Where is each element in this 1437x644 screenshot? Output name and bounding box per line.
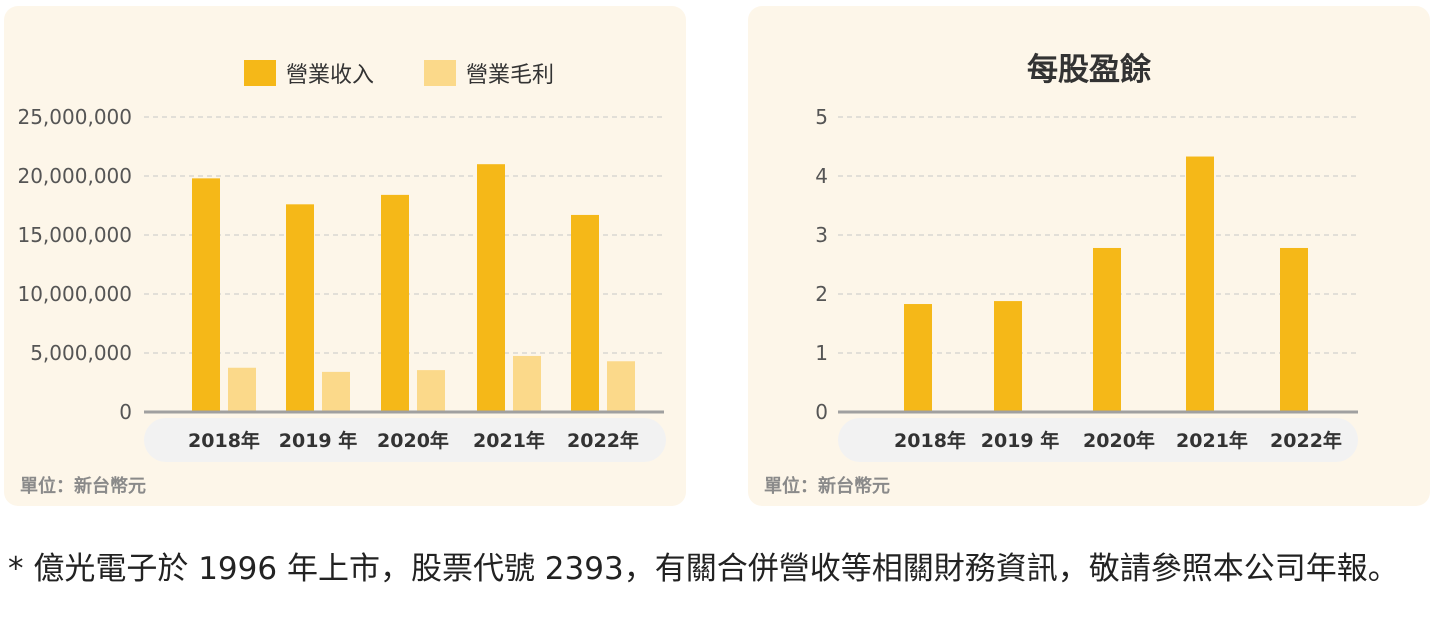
y-tick-label: 1 bbox=[815, 341, 828, 365]
bar bbox=[1093, 247, 1121, 412]
category-strip bbox=[838, 418, 1358, 462]
bar bbox=[322, 371, 350, 412]
legend-label: 營業毛利 bbox=[466, 63, 554, 88]
x-tick-label: 2020年 bbox=[377, 429, 449, 452]
bar bbox=[571, 214, 599, 412]
eps-chart: 0 1 2 3 4 5 2018年 2019 年 2020年 2021年 2022年 每股盈餘 bbox=[815, 52, 1358, 462]
bar bbox=[904, 304, 932, 412]
bar bbox=[513, 355, 541, 412]
x-tick-label: 2020年 bbox=[1083, 429, 1155, 452]
y-tick-label: 0 bbox=[119, 400, 132, 424]
bar bbox=[1186, 156, 1214, 412]
bar bbox=[381, 194, 409, 412]
unit-note: 單位：新台幣元 bbox=[20, 476, 146, 497]
y-tick-label: 10,000,000 bbox=[17, 282, 132, 306]
revenue-chart: 0 5,000,000 10,000,000 15,000,000 20,000,000… bbox=[17, 60, 666, 462]
bar bbox=[286, 204, 314, 412]
revenue-chart-panel: 0 5,000,000 10,000,000 15,000,000 20,000,000… bbox=[4, 6, 686, 506]
category-strip bbox=[144, 418, 666, 462]
y-tick-label: 25,000,000 bbox=[17, 105, 132, 129]
y-tick-label: 15,000,000 bbox=[17, 223, 132, 247]
bar bbox=[994, 301, 1022, 412]
y-tick-label: 5 bbox=[815, 105, 828, 129]
y-tick-label: 4 bbox=[815, 164, 828, 188]
bar bbox=[1280, 247, 1308, 412]
bar bbox=[228, 367, 256, 412]
bar bbox=[477, 164, 505, 412]
y-tick-label: 3 bbox=[815, 223, 828, 247]
y-tick-label: 20,000,000 bbox=[17, 164, 132, 188]
y-tick-label: 0 bbox=[815, 400, 828, 424]
legend-swatch bbox=[424, 60, 456, 86]
chart-title: 每股盈餘 bbox=[1027, 52, 1152, 88]
x-tick-label: 2021年 bbox=[1176, 429, 1248, 452]
unit-note: 單位：新台幣元 bbox=[764, 476, 890, 497]
eps-chart-panel: 0 1 2 3 4 5 2018年 2019 年 2020年 2021年 2022年 每股盈餘 單位：… bbox=[748, 6, 1430, 506]
bar bbox=[607, 361, 635, 412]
legend-swatch bbox=[244, 60, 276, 86]
x-tick-label: 2021年 bbox=[473, 429, 545, 452]
x-tick-label: 2018年 bbox=[894, 429, 966, 452]
legend-label: 營業收入 bbox=[286, 63, 374, 88]
bar bbox=[417, 370, 445, 412]
x-tick-label: 2022年 bbox=[567, 429, 639, 452]
x-tick-label: 2019 年 bbox=[981, 429, 1060, 452]
bar bbox=[192, 178, 220, 412]
y-tick-label: 5,000,000 bbox=[30, 341, 132, 365]
x-tick-label: 2019 年 bbox=[279, 429, 358, 452]
x-tick-label: 2018年 bbox=[188, 429, 260, 452]
x-tick-label: 2022年 bbox=[1270, 429, 1342, 452]
footnote: * 億光電子於 1996 年上市，股票代號 2393，有關合併營收等相關財務資訊… bbox=[8, 551, 1399, 587]
y-tick-label: 2 bbox=[815, 282, 828, 306]
